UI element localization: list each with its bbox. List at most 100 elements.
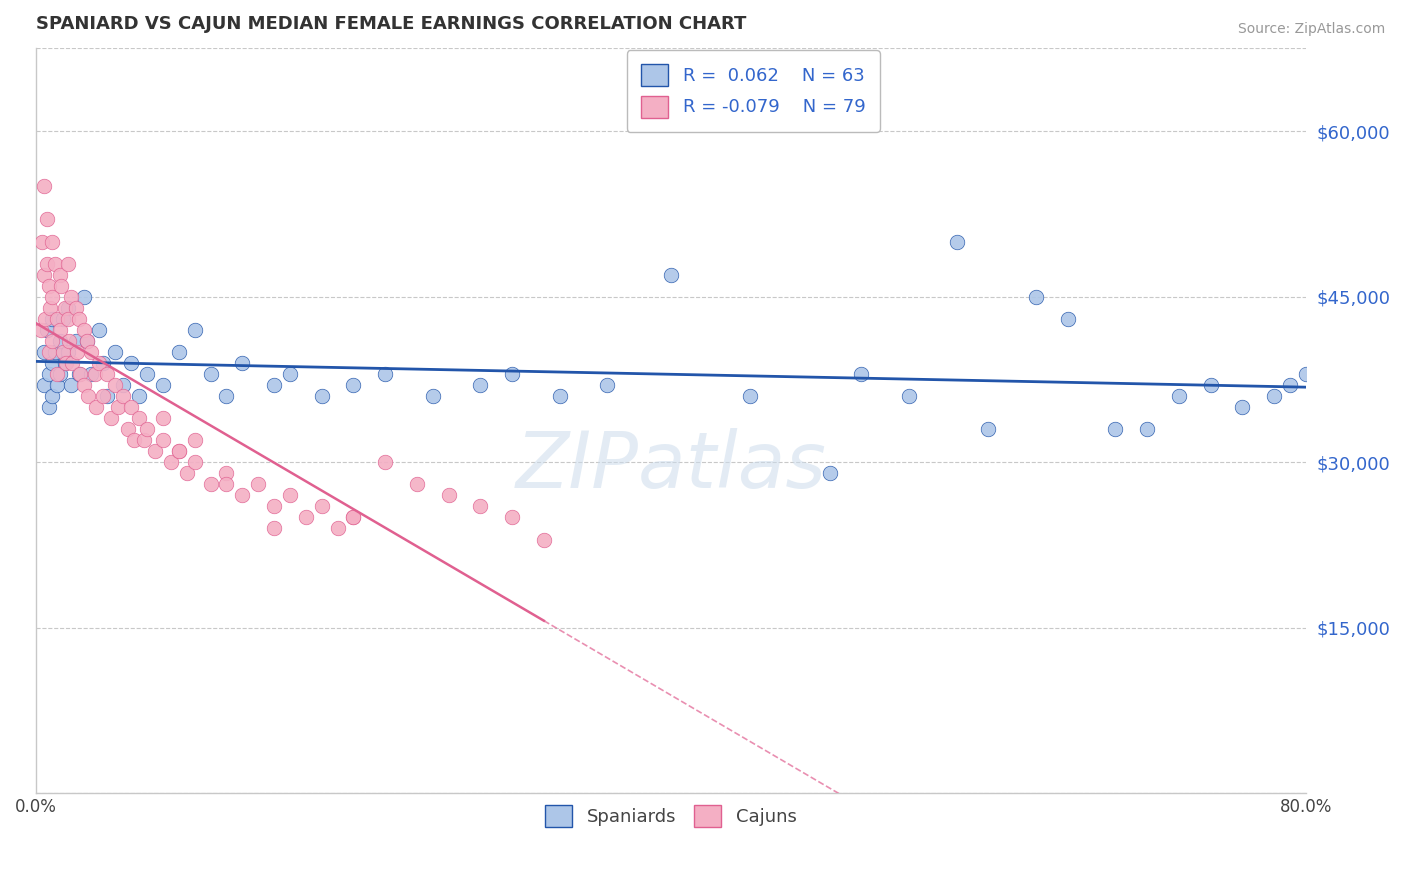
Text: SPANIARD VS CAJUN MEDIAN FEMALE EARNINGS CORRELATION CHART: SPANIARD VS CAJUN MEDIAN FEMALE EARNINGS… bbox=[37, 15, 747, 33]
Point bbox=[76, 334, 98, 348]
Point bbox=[34, 311, 56, 326]
Point bbox=[112, 389, 135, 403]
Point bbox=[48, 323, 70, 337]
Point bbox=[38, 400, 60, 414]
Point bbox=[851, 367, 873, 381]
Point bbox=[215, 389, 238, 403]
Point bbox=[44, 345, 66, 359]
Point bbox=[311, 500, 333, 514]
Point bbox=[1136, 422, 1159, 436]
Point bbox=[41, 334, 63, 348]
Point bbox=[128, 411, 150, 425]
Point bbox=[183, 323, 205, 337]
Point bbox=[176, 467, 198, 481]
Point bbox=[1056, 311, 1078, 326]
Point bbox=[215, 477, 238, 491]
Point bbox=[112, 378, 135, 392]
Point bbox=[67, 367, 90, 381]
Point bbox=[160, 455, 183, 469]
Point bbox=[41, 235, 63, 249]
Point bbox=[56, 345, 79, 359]
Point bbox=[44, 257, 66, 271]
Point bbox=[342, 510, 364, 524]
Legend: Spaniards, Cajuns: Spaniards, Cajuns bbox=[536, 797, 806, 837]
Point bbox=[91, 356, 114, 370]
Point bbox=[152, 434, 174, 448]
Point bbox=[128, 389, 150, 403]
Point bbox=[152, 378, 174, 392]
Point bbox=[41, 290, 63, 304]
Point bbox=[45, 311, 67, 326]
Point bbox=[247, 477, 270, 491]
Point bbox=[89, 356, 111, 370]
Point bbox=[263, 378, 285, 392]
Point bbox=[200, 367, 222, 381]
Point bbox=[53, 301, 76, 315]
Point bbox=[167, 444, 190, 458]
Point bbox=[41, 356, 63, 370]
Point bbox=[1232, 400, 1254, 414]
Point bbox=[45, 378, 67, 392]
Point bbox=[294, 510, 316, 524]
Point bbox=[406, 477, 429, 491]
Point bbox=[215, 467, 238, 481]
Point bbox=[470, 378, 492, 392]
Point bbox=[35, 212, 58, 227]
Point bbox=[533, 533, 555, 547]
Point bbox=[818, 467, 841, 481]
Point bbox=[58, 334, 80, 348]
Point bbox=[342, 510, 364, 524]
Point bbox=[32, 345, 55, 359]
Point bbox=[263, 500, 285, 514]
Point bbox=[659, 268, 682, 282]
Point bbox=[596, 378, 619, 392]
Point bbox=[143, 444, 166, 458]
Point bbox=[38, 367, 60, 381]
Point bbox=[1025, 290, 1047, 304]
Point bbox=[51, 278, 73, 293]
Point bbox=[38, 278, 60, 293]
Point bbox=[32, 378, 55, 392]
Point bbox=[167, 444, 190, 458]
Point bbox=[32, 268, 55, 282]
Point bbox=[76, 334, 98, 348]
Point bbox=[80, 345, 103, 359]
Point bbox=[59, 378, 82, 392]
Point bbox=[1295, 367, 1317, 381]
Point bbox=[72, 378, 94, 392]
Point bbox=[167, 345, 190, 359]
Point bbox=[72, 290, 94, 304]
Point bbox=[62, 356, 84, 370]
Point bbox=[1279, 378, 1302, 392]
Point bbox=[65, 301, 87, 315]
Point bbox=[69, 367, 91, 381]
Point bbox=[66, 345, 89, 359]
Point bbox=[83, 367, 105, 381]
Point bbox=[183, 434, 205, 448]
Point bbox=[56, 301, 79, 315]
Point bbox=[120, 356, 142, 370]
Point bbox=[1167, 389, 1189, 403]
Point bbox=[104, 378, 127, 392]
Point bbox=[437, 488, 460, 502]
Point bbox=[374, 455, 396, 469]
Point bbox=[740, 389, 762, 403]
Point bbox=[59, 290, 82, 304]
Point bbox=[41, 311, 63, 326]
Point bbox=[501, 510, 523, 524]
Point bbox=[231, 488, 253, 502]
Point bbox=[278, 488, 301, 502]
Point bbox=[501, 367, 523, 381]
Point bbox=[977, 422, 1000, 436]
Point bbox=[117, 422, 139, 436]
Point bbox=[32, 179, 55, 194]
Point bbox=[183, 455, 205, 469]
Point bbox=[77, 389, 100, 403]
Point bbox=[945, 235, 967, 249]
Point bbox=[80, 367, 103, 381]
Point bbox=[45, 367, 67, 381]
Point bbox=[41, 389, 63, 403]
Point bbox=[48, 367, 70, 381]
Point bbox=[89, 323, 111, 337]
Point bbox=[35, 323, 58, 337]
